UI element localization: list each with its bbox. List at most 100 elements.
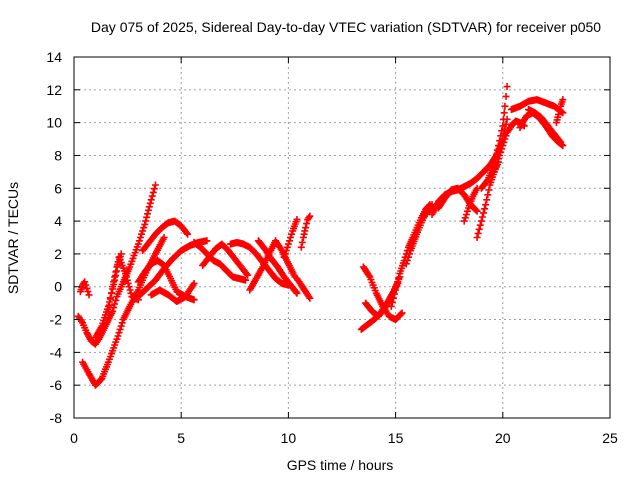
- x-tick-label: 25: [602, 430, 618, 446]
- data-point: [502, 92, 510, 100]
- data-point: [497, 148, 505, 156]
- series-arc16: [297, 212, 314, 251]
- data-point: [125, 283, 133, 291]
- data-point: [137, 234, 144, 241]
- data-point: [144, 210, 151, 218]
- data-point: [117, 322, 125, 330]
- data-point: [106, 295, 114, 303]
- data-point: [142, 217, 150, 225]
- data-point: [558, 141, 566, 149]
- data-point: [395, 274, 403, 282]
- data-point: [398, 309, 406, 317]
- data-point: [114, 332, 122, 340]
- data-point: [184, 230, 192, 238]
- data-point: [460, 217, 468, 225]
- data-point: [243, 270, 251, 278]
- x-axis-label: GPS time / hours: [287, 457, 394, 473]
- data-point: [286, 237, 293, 245]
- data-point: [123, 276, 131, 284]
- x-tick-labels: 0 5 10 15 20 25: [70, 430, 618, 446]
- data-point: [283, 243, 291, 251]
- data-point: [282, 247, 290, 255]
- data-point: [500, 138, 508, 146]
- data-point: [150, 185, 158, 193]
- data-point: [499, 142, 507, 150]
- data-point: [288, 230, 296, 238]
- data-point: [147, 196, 155, 204]
- data-point: [559, 96, 567, 104]
- data-point: [160, 234, 168, 241]
- data-point: [391, 290, 398, 298]
- data-point: [115, 329, 123, 337]
- data-point: [555, 110, 562, 118]
- data-point: [116, 325, 124, 333]
- data-point: [122, 270, 129, 278]
- data-point: [117, 250, 125, 258]
- data-point: [242, 276, 250, 284]
- data-point: [394, 278, 402, 286]
- data-point: [403, 257, 411, 264]
- y-tick-label: 10: [46, 115, 62, 131]
- data-point: [301, 227, 309, 235]
- data-point: [484, 191, 492, 199]
- data-point: [461, 214, 469, 222]
- grid: [74, 57, 610, 418]
- data-point: [492, 151, 500, 159]
- data-point: [498, 127, 506, 135]
- data-point: [148, 192, 156, 200]
- data-point: [134, 240, 142, 248]
- data-point: [476, 221, 484, 229]
- data-point: [499, 122, 507, 130]
- data-point: [140, 224, 148, 232]
- data-point: [387, 302, 395, 310]
- data-point: [475, 225, 483, 233]
- data-point: [302, 224, 310, 232]
- y-tick-label: -4: [50, 344, 63, 360]
- data-point: [112, 296, 120, 304]
- series-arc24: [435, 184, 481, 215]
- data-point: [190, 296, 198, 304]
- data-point: [281, 250, 289, 258]
- data-point: [293, 289, 301, 297]
- data-point: [503, 83, 511, 91]
- data-point: [203, 237, 211, 245]
- data-point: [143, 213, 151, 221]
- data-point: [556, 106, 564, 114]
- data-point: [144, 206, 152, 214]
- data-point: [183, 229, 191, 237]
- data-point: [390, 294, 397, 302]
- data-point: [480, 209, 487, 217]
- data-point: [83, 284, 91, 292]
- data-point: [287, 234, 294, 241]
- data-point: [81, 278, 89, 286]
- data-point: [478, 213, 486, 221]
- data-point: [500, 115, 507, 123]
- data-point: [485, 186, 493, 194]
- y-tick-label: 0: [54, 279, 62, 295]
- data-point: [474, 229, 482, 237]
- y-tick-label: 8: [54, 147, 62, 163]
- data-point: [462, 211, 470, 218]
- data-point: [149, 188, 157, 196]
- data-point: [306, 294, 314, 302]
- data-point: [297, 243, 305, 251]
- data-point: [388, 298, 396, 306]
- data-point: [151, 181, 159, 189]
- data-point: [82, 281, 90, 289]
- series-arc15: [280, 215, 301, 261]
- data-point: [244, 271, 252, 279]
- data-point: [84, 288, 92, 296]
- data-point: [492, 161, 500, 169]
- data-point: [108, 289, 115, 297]
- data-point: [472, 206, 480, 214]
- chart-title: Day 075 of 2025, Sidereal Day-to-day VTE…: [91, 19, 601, 35]
- data-point: [365, 272, 373, 279]
- data-point: [406, 250, 413, 258]
- x-tick-label: 20: [495, 430, 511, 446]
- data-point: [141, 220, 149, 228]
- data-point: [110, 304, 118, 312]
- data-point: [112, 268, 120, 276]
- y-tick-labels: -8 -6 -4 -2 0 2 4 6 8 10 12 14: [46, 49, 62, 426]
- plot-frame: [73, 56, 611, 419]
